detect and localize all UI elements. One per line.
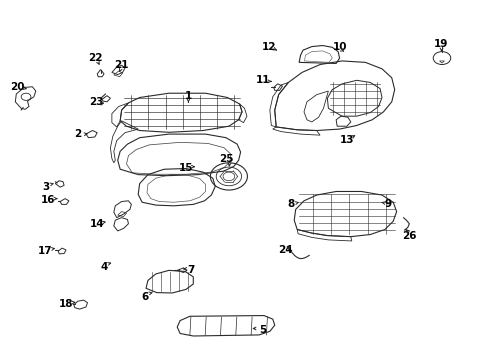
Text: 9: 9 [384, 199, 391, 210]
Text: 24: 24 [277, 245, 292, 255]
Text: 16: 16 [41, 195, 56, 205]
Text: 19: 19 [433, 40, 448, 49]
Text: 14: 14 [90, 219, 104, 229]
Text: 15: 15 [179, 163, 193, 173]
Text: 7: 7 [187, 265, 194, 275]
Text: 26: 26 [401, 231, 416, 240]
Text: 8: 8 [286, 199, 294, 210]
Text: 5: 5 [258, 325, 265, 335]
Text: 17: 17 [38, 246, 53, 256]
Text: 20: 20 [10, 82, 25, 92]
Text: 10: 10 [332, 42, 346, 52]
Text: 12: 12 [261, 42, 276, 52]
Text: 3: 3 [42, 182, 49, 192]
Text: 25: 25 [219, 154, 233, 164]
Text: 1: 1 [184, 91, 192, 101]
Text: 21: 21 [114, 60, 129, 70]
Text: 2: 2 [74, 130, 81, 139]
Text: 11: 11 [255, 75, 270, 85]
Text: 22: 22 [88, 53, 102, 63]
Text: 13: 13 [339, 135, 353, 145]
Text: 6: 6 [141, 292, 148, 302]
Text: 4: 4 [101, 262, 108, 272]
Text: 23: 23 [89, 97, 103, 107]
Text: 18: 18 [59, 300, 74, 310]
